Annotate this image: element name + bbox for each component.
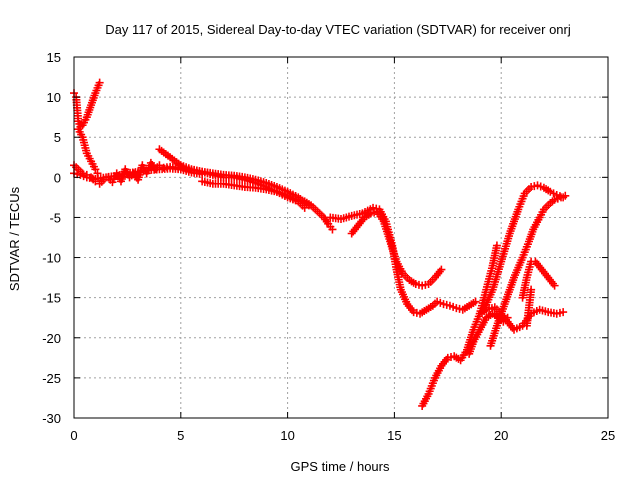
y-tick-label: -25 bbox=[42, 371, 61, 386]
tick-labels: 0 5 10 15 20 25 -30 -25 -20 -15 -10 -5 0 5 10 15 bbox=[42, 50, 615, 443]
data-point bbox=[559, 308, 568, 317]
y-tick-label: -10 bbox=[42, 251, 61, 266]
series-13 bbox=[486, 191, 570, 350]
x-tick-label: 5 bbox=[177, 428, 184, 443]
data-point bbox=[471, 297, 480, 306]
data-point bbox=[328, 225, 337, 234]
data-point bbox=[93, 169, 102, 178]
data-point bbox=[91, 165, 100, 174]
series-9 bbox=[347, 207, 446, 290]
data-point bbox=[527, 285, 536, 294]
series-10 bbox=[418, 241, 501, 410]
x-tick-label: 10 bbox=[280, 428, 294, 443]
data-point bbox=[437, 265, 446, 274]
plot-frame bbox=[73, 56, 609, 419]
data-points bbox=[70, 78, 570, 410]
axis-ticks bbox=[73, 56, 609, 419]
chart-title: Day 117 of 2015, Sidereal Day-to-day VTE… bbox=[105, 22, 571, 37]
y-tick-label: -5 bbox=[49, 210, 61, 225]
y-axis-label: SDTVAR / TECUs bbox=[7, 186, 22, 291]
series-8 bbox=[326, 203, 480, 318]
series-16 bbox=[522, 285, 536, 330]
y-tick-label: 0 bbox=[54, 170, 61, 185]
y-tick-label: 15 bbox=[47, 50, 61, 65]
series-12 bbox=[475, 303, 568, 334]
data-point bbox=[95, 78, 104, 87]
x-tick-label: 20 bbox=[494, 428, 508, 443]
data-point bbox=[559, 193, 568, 202]
y-tick-label: -20 bbox=[42, 331, 61, 346]
series-7 bbox=[300, 197, 337, 234]
x-axis-label: GPS time / hours bbox=[291, 459, 390, 474]
x-tick-label: 15 bbox=[387, 428, 401, 443]
x-tick-label: 25 bbox=[601, 428, 615, 443]
series-1 bbox=[70, 78, 104, 131]
series-11 bbox=[465, 309, 512, 358]
series-15 bbox=[518, 257, 559, 302]
series-14 bbox=[480, 181, 568, 314]
x-tick-label: 0 bbox=[70, 428, 77, 443]
grid bbox=[74, 57, 608, 418]
y-tick-label: -15 bbox=[42, 291, 61, 306]
series-4 bbox=[74, 125, 102, 178]
series-6 bbox=[198, 177, 309, 212]
y-tick-label: 10 bbox=[47, 90, 61, 105]
data-point bbox=[492, 241, 501, 250]
data-point bbox=[550, 281, 559, 290]
y-tick-label: 5 bbox=[54, 130, 61, 145]
y-tick-label: -30 bbox=[42, 411, 61, 426]
